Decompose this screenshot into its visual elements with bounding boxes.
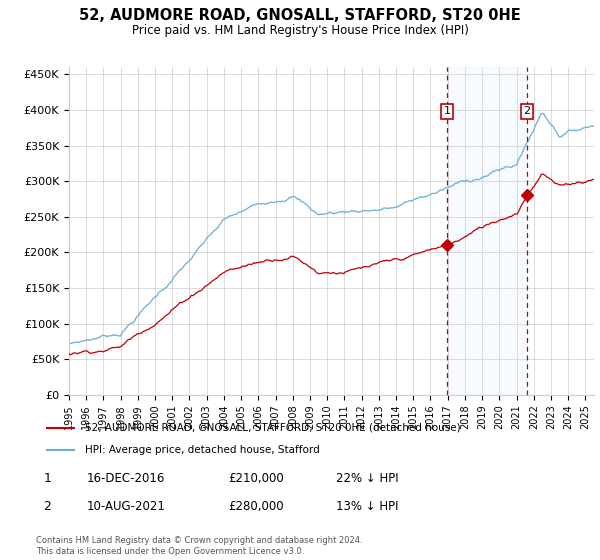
Text: Contains HM Land Registry data © Crown copyright and database right 2024.
This d: Contains HM Land Registry data © Crown c…: [36, 536, 362, 556]
Text: 52, AUDMORE ROAD, GNOSALL, STAFFORD, ST20 0HE: 52, AUDMORE ROAD, GNOSALL, STAFFORD, ST2…: [79, 8, 521, 24]
Text: £210,000: £210,000: [228, 472, 284, 486]
Text: £280,000: £280,000: [228, 500, 284, 514]
Text: 2: 2: [43, 500, 52, 514]
Text: 13% ↓ HPI: 13% ↓ HPI: [336, 500, 398, 514]
Text: 52, AUDMORE ROAD, GNOSALL, STAFFORD, ST20 0HE (detached house): 52, AUDMORE ROAD, GNOSALL, STAFFORD, ST2…: [85, 423, 461, 433]
Text: HPI: Average price, detached house, Stafford: HPI: Average price, detached house, Staf…: [85, 445, 320, 455]
Text: 10-AUG-2021: 10-AUG-2021: [87, 500, 166, 514]
Text: 1: 1: [43, 472, 52, 486]
Bar: [447, 67, 527, 395]
Text: Price paid vs. HM Land Registry's House Price Index (HPI): Price paid vs. HM Land Registry's House …: [131, 24, 469, 36]
Text: 16-DEC-2016: 16-DEC-2016: [87, 472, 166, 486]
Text: 2: 2: [523, 106, 530, 116]
Text: 22% ↓ HPI: 22% ↓ HPI: [336, 472, 398, 486]
Text: 1: 1: [443, 106, 451, 116]
